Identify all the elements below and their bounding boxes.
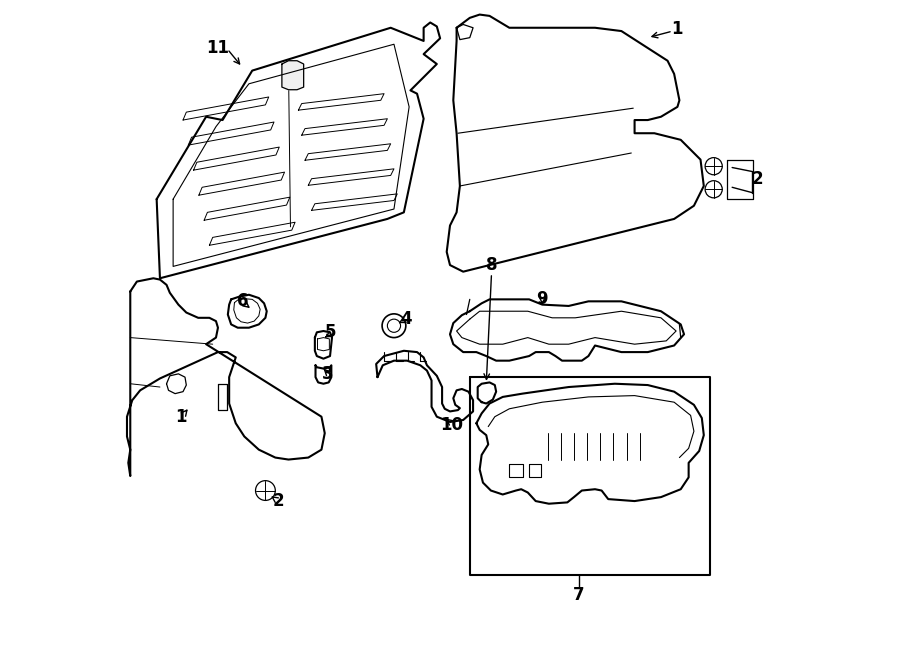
Text: 8: 8 [486, 256, 498, 274]
Text: 1: 1 [671, 20, 683, 38]
Text: 5: 5 [324, 323, 336, 342]
Text: 10: 10 [440, 416, 463, 434]
Polygon shape [478, 383, 496, 404]
Polygon shape [228, 295, 266, 328]
Polygon shape [127, 278, 325, 476]
Polygon shape [316, 365, 331, 384]
Text: 6: 6 [237, 293, 248, 310]
Text: 4: 4 [400, 310, 411, 328]
Polygon shape [476, 384, 704, 504]
Text: 1: 1 [176, 408, 187, 426]
Text: 3: 3 [322, 365, 334, 383]
Polygon shape [446, 15, 704, 271]
Polygon shape [376, 351, 473, 422]
Text: 7: 7 [572, 586, 584, 604]
Text: 11: 11 [206, 38, 230, 56]
Text: 9: 9 [536, 291, 548, 308]
Polygon shape [315, 331, 332, 359]
Polygon shape [282, 61, 303, 90]
Text: 2: 2 [752, 170, 764, 189]
Polygon shape [450, 299, 684, 361]
Text: 2: 2 [273, 492, 284, 510]
Polygon shape [157, 23, 440, 278]
